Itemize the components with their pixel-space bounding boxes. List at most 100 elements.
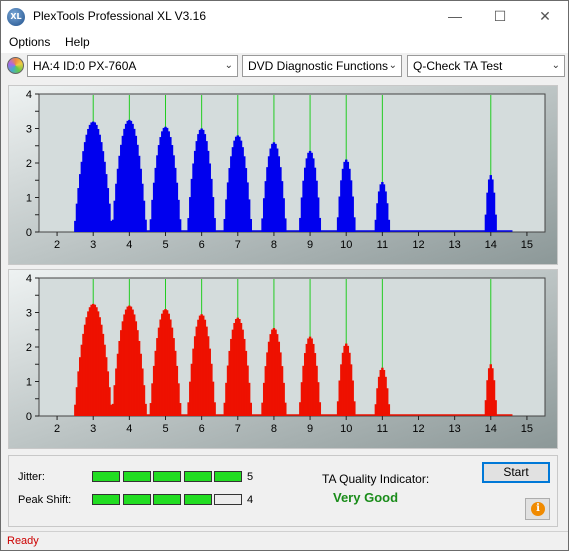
histogram-bar	[305, 158, 309, 232]
histogram-bar	[346, 161, 350, 232]
histogram-bar	[161, 313, 164, 416]
jitter-label: Jitter:	[18, 471, 45, 483]
histogram-bar	[300, 197, 304, 232]
histogram-bar	[174, 167, 177, 232]
status-text: Ready	[7, 535, 39, 547]
histogram-bar	[377, 376, 381, 416]
histogram-bar	[241, 147, 244, 232]
histogram-bar	[308, 336, 312, 416]
histogram-bar	[90, 122, 93, 232]
histogram-bar	[203, 319, 207, 416]
histogram-bar	[103, 161, 106, 232]
drive-select[interactable]: HA:4 ID:0 PX-760A ⌄	[27, 55, 238, 77]
histogram-bar	[299, 402, 302, 416]
histogram-bar	[167, 131, 170, 232]
histogram-bar	[189, 381, 192, 416]
histogram-bar	[139, 353, 142, 416]
histogram-bar	[486, 380, 489, 416]
info-button[interactable]: i	[525, 498, 550, 520]
histogram-bar	[113, 200, 116, 232]
histogram-bar	[159, 137, 162, 232]
histogram-bar	[351, 380, 354, 416]
start-button[interactable]: Start	[482, 462, 550, 483]
histogram-bar	[152, 365, 156, 416]
histogram-bar	[88, 307, 92, 416]
histogram-bar	[177, 383, 180, 416]
histogram-bar	[85, 317, 88, 416]
histogram-bar	[206, 150, 210, 232]
histogram-bar	[244, 168, 248, 232]
histogram-bar	[386, 388, 389, 416]
histogram-bar	[105, 357, 108, 416]
title-bar: XL PlexTools Professional XL V3.16 — ☐ ✕	[1, 1, 568, 32]
app-logo-icon: XL	[7, 8, 25, 26]
histogram-bar	[208, 163, 211, 232]
histogram-bar	[120, 330, 123, 416]
chevron-down-icon: ⌄	[224, 60, 233, 71]
histogram-bar	[238, 319, 241, 416]
chevron-down-icon: ⌄	[551, 60, 560, 71]
histogram-bar	[85, 134, 88, 232]
histogram-bar	[230, 338, 233, 416]
close-button[interactable]: ✕	[539, 8, 551, 24]
x-tick-label: 8	[271, 239, 277, 251]
histogram-bar	[100, 324, 103, 416]
ta-quality-label: TA Quality Indicator:	[322, 472, 430, 486]
minimize-button[interactable]: —	[448, 8, 462, 24]
histogram-bar	[87, 128, 90, 232]
y-tick-label: 1	[26, 377, 32, 389]
x-tick-label: 3	[90, 239, 96, 251]
histogram-bar	[274, 143, 277, 232]
histogram-bar	[228, 350, 231, 416]
histogram-bar	[310, 338, 313, 416]
test-select[interactable]: Q-Check TA Test ⌄	[407, 55, 565, 77]
histogram-bar	[486, 192, 489, 232]
histogram-bar	[225, 199, 228, 232]
histogram-bar	[109, 220, 113, 232]
menu-options[interactable]: Options	[9, 35, 51, 49]
histogram-bar	[79, 357, 82, 416]
histogram-bar	[302, 365, 305, 416]
histogram-bar	[271, 329, 274, 416]
histogram-bar	[192, 163, 195, 232]
histogram-bar	[123, 128, 126, 232]
peak-shift-label: Peak Shift:	[18, 494, 72, 506]
menu-help[interactable]: Help	[65, 35, 90, 49]
histogram-bar	[197, 319, 200, 416]
histogram-bar	[195, 141, 198, 232]
histogram-bar	[113, 385, 116, 416]
histogram-bar	[101, 151, 105, 232]
histogram-bar	[318, 402, 322, 416]
x-tick-label: 12	[412, 423, 424, 435]
histogram-bar	[144, 403, 147, 416]
histogram-bar	[115, 368, 118, 416]
histogram-bar	[106, 188, 110, 232]
histogram-bar	[382, 369, 386, 416]
histogram-bar	[239, 322, 243, 416]
maximize-button[interactable]: ☐	[493, 8, 507, 24]
histogram-bar	[349, 364, 353, 416]
y-tick-label: 1	[26, 193, 32, 205]
histogram-bar	[134, 135, 138, 232]
x-tick-label: 2	[54, 423, 60, 435]
histogram-bar	[343, 345, 346, 416]
histogram-bar	[128, 119, 131, 232]
y-tick-label: 0	[26, 227, 32, 239]
histogram-bar	[79, 174, 82, 232]
histogram-bar	[280, 181, 284, 232]
histogram-bar	[225, 382, 228, 416]
histogram-bar	[376, 388, 379, 416]
histogram-bar	[336, 217, 340, 232]
function-select[interactable]: DVD Diagnostic Functions ⌄	[242, 55, 402, 77]
histogram-bar	[277, 156, 281, 232]
histogram-bar	[381, 181, 384, 232]
histogram-bar	[203, 134, 207, 232]
y-tick-label: 3	[26, 308, 32, 320]
histogram-bar	[231, 329, 235, 416]
histogram-bar	[267, 156, 271, 232]
info-icon: i	[531, 502, 545, 516]
meter-segment	[153, 494, 181, 505]
histogram-bar	[317, 197, 320, 232]
histogram-bar	[128, 305, 131, 416]
